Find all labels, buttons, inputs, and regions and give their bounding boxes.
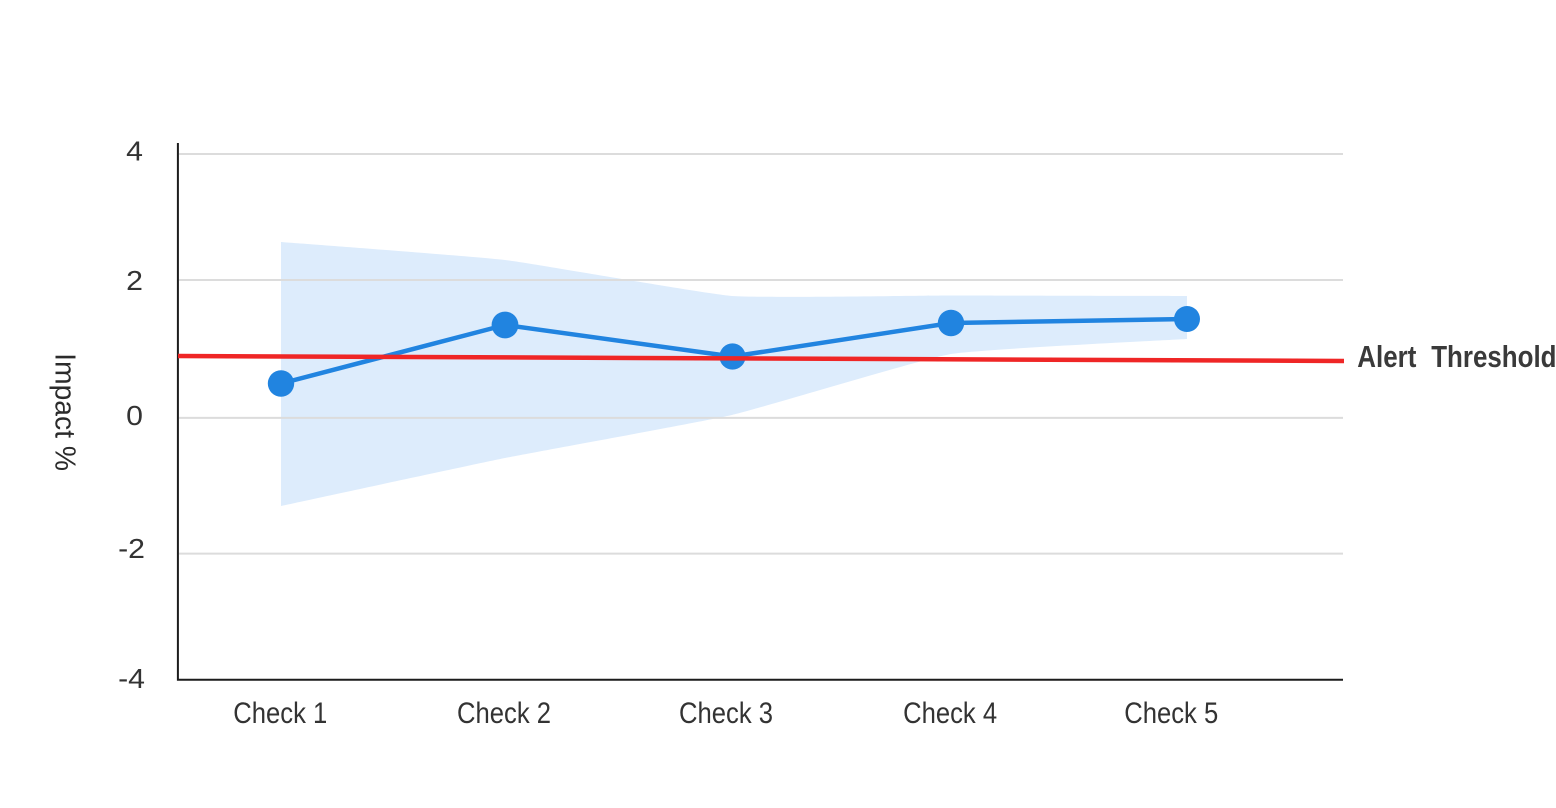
svg-text:-4: -4: [118, 664, 145, 695]
svg-text:Check 4: Check 4: [903, 696, 997, 729]
svg-text:Check 1: Check 1: [233, 696, 327, 729]
svg-text:Check 3: Check 3: [679, 696, 773, 729]
svg-text:4: 4: [126, 136, 143, 167]
svg-text:Check 2: Check 2: [457, 696, 551, 729]
svg-text:Check 5: Check 5: [1124, 696, 1218, 729]
svg-text:-2: -2: [118, 534, 145, 565]
svg-text:2: 2: [126, 266, 143, 297]
svg-text:Alert Threshold: Alert Threshold: [1357, 339, 1556, 373]
svg-text:Impact %: Impact %: [50, 353, 82, 471]
svg-text:0: 0: [126, 401, 143, 432]
